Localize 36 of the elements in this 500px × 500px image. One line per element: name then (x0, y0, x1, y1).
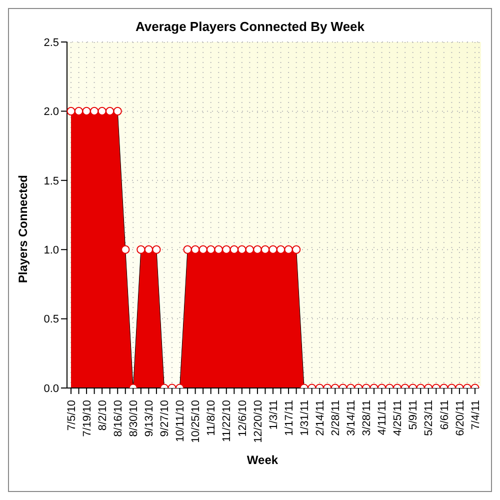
x-tick-label: 10/25/10 (190, 400, 202, 443)
x-tick-label: 11/8/10 (206, 400, 218, 436)
x-tick-label: 8/2/10 (96, 400, 109, 431)
x-tick-label: 6/20/11 (454, 400, 466, 436)
x-tick-label: 7/5/10 (66, 400, 78, 431)
x-tick-label: 12/6/10 (236, 400, 249, 437)
y-tick-label: 0.5 (44, 314, 59, 326)
chart-title: Average Players Connected By Week (134, 19, 366, 34)
x-tick-label: 9/27/10 (159, 400, 172, 437)
x-tick-label: 3/28/11 (361, 400, 374, 436)
x-tick-label: 7/19/10 (81, 400, 94, 437)
x-tick-label: 1/31/11 (298, 400, 311, 436)
x-tick-label: 1/17/11 (283, 400, 296, 436)
y-tick-label: 1.0 (44, 244, 59, 257)
x-tick-label: 4/11/11 (376, 400, 389, 436)
x-tick-label: 3/14/11 (346, 400, 358, 436)
x-tick-label: 8/30/10 (128, 400, 140, 437)
x-tick-label: 11/22/10 (221, 400, 234, 442)
x-axis-title: Week (246, 453, 280, 467)
x-tick-label: 12/20/10 (252, 400, 264, 443)
y-tick-label: 2.5 (44, 36, 59, 49)
y-axis-title: Players Connected (16, 174, 30, 284)
x-tick-label: 6/6/11 (438, 400, 451, 430)
x-tick-label: 2/14/11 (314, 400, 326, 436)
x-tick-label: 2/28/11 (330, 400, 342, 436)
x-tick-label: 10/11/10 (174, 400, 187, 442)
y-tick-label: 2.0 (44, 106, 59, 118)
x-tick-label: 9/13/10 (144, 400, 156, 437)
y-tick-label: 0.0 (44, 382, 59, 395)
x-tick-label: 8/16/10 (112, 400, 124, 437)
x-tick-label: 4/25/11 (392, 400, 404, 436)
x-tick-label: 7/4/11 (470, 400, 482, 430)
x-tick-label: 5/23/11 (423, 400, 436, 436)
x-tick-label: 5/9/11 (408, 400, 420, 430)
y-tick-label: 1.5 (44, 175, 59, 188)
x-tick-label: 1/3/11 (268, 400, 280, 430)
